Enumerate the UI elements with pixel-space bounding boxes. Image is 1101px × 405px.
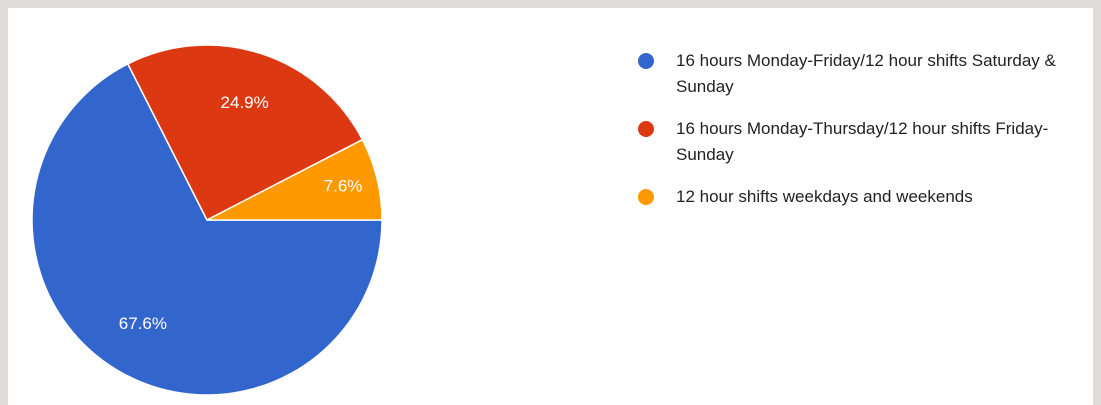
slice-label: 24.9%	[221, 93, 269, 112]
legend-swatch	[638, 189, 654, 205]
legend: 16 hours Monday-Friday/12 hour shifts Sa…	[638, 48, 1078, 226]
legend-label: 16 hours Monday-Friday/12 hour shifts Sa…	[676, 51, 1056, 96]
legend-item: 16 hours Monday-Thursday/12 hour shifts …	[638, 116, 1078, 168]
legend-swatch	[638, 121, 654, 137]
pie-slice	[31, 62, 383, 396]
legend-label: 12 hour shifts weekdays and weekends	[676, 187, 973, 206]
legend-label: 16 hours Monday-Thursday/12 hour shifts …	[676, 119, 1049, 164]
legend-swatch	[638, 53, 654, 69]
legend-item: 16 hours Monday-Friday/12 hour shifts Sa…	[638, 48, 1078, 100]
chart-frame: 67.6% 24.9% 7.6% 16 hours Monday-Friday/12…	[8, 8, 1093, 405]
chart: 67.6% 24.9% 7.6%	[31, 44, 383, 396]
legend-item: 12 hour shifts weekdays and weekends	[638, 184, 1078, 210]
pie-slice	[206, 138, 383, 221]
slice-label: 67.6%	[119, 314, 167, 333]
pie-slice	[126, 44, 364, 222]
slice-label: 7.6%	[324, 176, 363, 195]
